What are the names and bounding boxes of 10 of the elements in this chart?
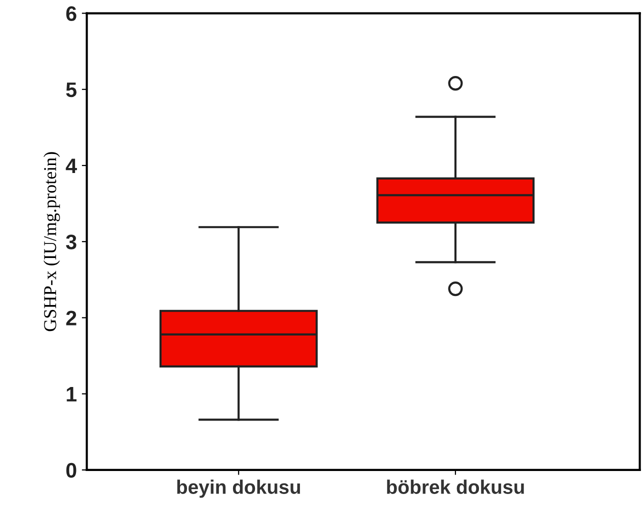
y-axis-title: GSHP-x (IU/mg.protein) [44, 152, 60, 332]
y-tick-label: 5 [66, 82, 77, 98]
y-tick-label: 3 [66, 234, 76, 250]
y-tick-label: 4 [66, 158, 77, 174]
x-tick-label: beyin dokusu [177, 480, 300, 498]
x-tick-label: böbrek dokusu [387, 480, 524, 494]
y-tick-label: 1 [66, 387, 77, 402]
y-tick-label: 2 [66, 310, 76, 326]
y-tick-label: 6 [66, 6, 76, 22]
y-tick-label: 0 [66, 462, 76, 478]
